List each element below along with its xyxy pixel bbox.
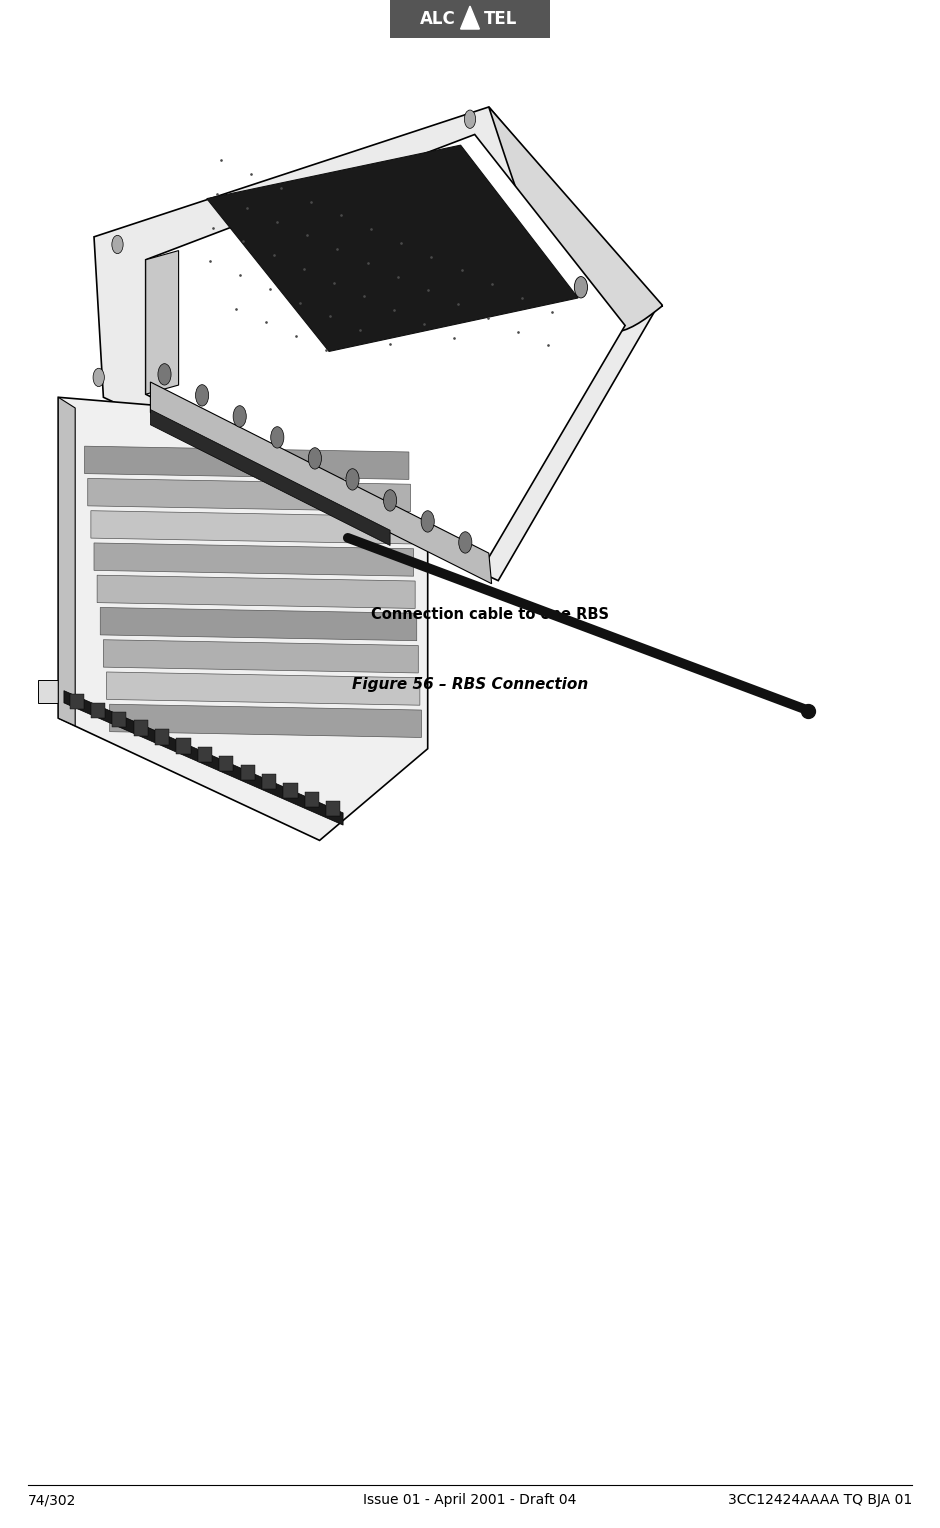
Bar — [70, 694, 84, 709]
Circle shape — [459, 532, 472, 553]
Text: 74/302: 74/302 — [28, 1493, 76, 1508]
Bar — [305, 792, 319, 807]
Circle shape — [346, 469, 359, 490]
Polygon shape — [94, 107, 658, 581]
Circle shape — [196, 385, 209, 406]
Text: ALC: ALC — [420, 11, 456, 28]
Polygon shape — [150, 410, 390, 545]
Text: TEL: TEL — [484, 11, 518, 28]
Polygon shape — [150, 382, 492, 584]
Polygon shape — [58, 397, 75, 726]
Circle shape — [384, 490, 397, 510]
Bar — [262, 773, 276, 788]
Polygon shape — [85, 446, 409, 480]
Circle shape — [233, 405, 246, 426]
Bar — [91, 703, 105, 718]
FancyBboxPatch shape — [390, 0, 550, 38]
Bar — [197, 747, 212, 762]
Bar — [177, 738, 191, 753]
Bar — [284, 782, 297, 798]
Bar — [113, 712, 126, 727]
Circle shape — [308, 448, 321, 469]
Circle shape — [93, 368, 104, 387]
Circle shape — [112, 235, 123, 254]
Polygon shape — [38, 680, 58, 703]
Circle shape — [421, 510, 434, 532]
Polygon shape — [207, 145, 578, 351]
Polygon shape — [87, 478, 411, 512]
Circle shape — [464, 110, 476, 128]
Polygon shape — [64, 691, 343, 825]
Polygon shape — [101, 608, 416, 640]
Polygon shape — [489, 107, 663, 333]
Polygon shape — [461, 6, 479, 29]
Polygon shape — [146, 251, 179, 394]
Circle shape — [574, 277, 588, 298]
Text: 3CC12424AAAA TQ BJA 01: 3CC12424AAAA TQ BJA 01 — [728, 1493, 912, 1508]
Polygon shape — [97, 575, 415, 608]
Polygon shape — [110, 704, 421, 738]
Bar — [155, 729, 169, 744]
Bar — [241, 766, 255, 781]
Bar — [219, 756, 233, 772]
Polygon shape — [146, 134, 625, 565]
Circle shape — [158, 364, 171, 385]
Bar — [133, 720, 148, 735]
Polygon shape — [58, 397, 428, 840]
Polygon shape — [462, 3, 478, 23]
Text: Issue 01 - April 2001 - Draft 04: Issue 01 - April 2001 - Draft 04 — [364, 1493, 576, 1508]
Bar — [326, 801, 340, 816]
Polygon shape — [106, 672, 420, 706]
Polygon shape — [91, 510, 412, 544]
Text: Connection cable to one RBS: Connection cable to one RBS — [371, 607, 609, 622]
Circle shape — [271, 426, 284, 448]
Polygon shape — [94, 542, 414, 576]
Text: Figure 56 – RBS Connection: Figure 56 – RBS Connection — [352, 677, 588, 692]
Polygon shape — [103, 640, 418, 672]
